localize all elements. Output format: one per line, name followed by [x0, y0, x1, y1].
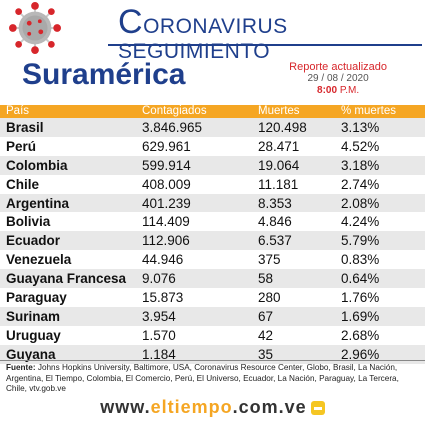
- cell-cases: 112.906: [142, 233, 190, 249]
- cell-cases: 1.184: [142, 346, 176, 362]
- cell-country: Bolivia: [6, 214, 51, 230]
- cell-deaths: 19.064: [258, 157, 300, 173]
- cell-cases: 401.239: [142, 195, 191, 211]
- report-info: Reporte actualizado 29 / 08 / 2020 8:00 …: [289, 61, 387, 97]
- cell-country: Guayana Francesa: [6, 271, 127, 287]
- table-row: Perú 629.961 28.471 4.52%: [0, 136, 425, 156]
- site-logo-icon: [310, 401, 325, 415]
- region-heading: Suramérica: [22, 58, 186, 91]
- cell-country: Venezuela: [6, 252, 72, 268]
- header: CORONAVIRUS SEGUIMIENTO: [0, 0, 425, 63]
- report-ampm: P.M.: [339, 85, 360, 96]
- cell-cases: 15.873: [142, 290, 184, 306]
- table-row: Chile 408.009 11.181 2.74%: [0, 174, 425, 194]
- cell-death-rate: 3.13%: [341, 120, 380, 135]
- report-date: 29 / 08 / 2020: [307, 73, 369, 84]
- cell-cases: 9.076: [142, 271, 176, 287]
- cell-death-rate: 1.76%: [341, 290, 380, 306]
- column-header-country: País: [6, 105, 30, 117]
- stats-table: País Contagiados Muertes % muertes Brasi…: [0, 105, 425, 364]
- table-row: Colombia 599.914 19.064 3.18%: [0, 155, 425, 175]
- site-url[interactable]: www.eltiempo.com.ve: [0, 397, 425, 418]
- cell-cases: 629.961: [142, 138, 191, 154]
- cell-cases: 3.954: [142, 308, 176, 324]
- cell-country: Colombia: [6, 157, 68, 173]
- cell-deaths: 11.181: [258, 176, 299, 192]
- report-time-line: 8:00 P.M.: [289, 85, 387, 97]
- page-title: CORONAVIRUS SEGUIMIENTO: [118, 4, 425, 64]
- source-note: Fuente: Johns Hopkins University, Baltim…: [0, 361, 425, 395]
- cell-death-rate: 0.83%: [341, 252, 380, 268]
- cell-cases: 3.846.965: [142, 120, 203, 135]
- site-prefix: www.: [100, 397, 151, 417]
- table-row: Ecuador 112.906 6.537 5.79%: [0, 231, 425, 251]
- cell-deaths: 120.498: [258, 120, 307, 135]
- cell-cases: 44.946: [142, 252, 184, 268]
- column-header-deaths: Muertes: [258, 105, 300, 117]
- cell-country: Ecuador: [6, 233, 61, 249]
- title-rest: ORONAVIRUS SEGUIMIENTO: [118, 15, 288, 63]
- site-brand: eltiempo: [150, 397, 233, 417]
- title-underline: [108, 44, 422, 46]
- table-row: Uruguay 1.570 42 2.68%: [0, 325, 425, 345]
- column-header-death-rate: % muertes: [341, 105, 396, 117]
- cell-deaths: 4.846: [258, 214, 292, 230]
- cell-deaths: 280: [258, 290, 281, 306]
- table-row: Brasil 3.846.965 120.498 3.13%: [0, 118, 425, 137]
- cell-deaths: 35: [258, 346, 274, 362]
- cell-deaths: 42: [258, 327, 274, 343]
- cell-death-rate: 4.52%: [341, 138, 380, 154]
- cell-country: Brasil: [6, 120, 44, 135]
- cell-cases: 1.570: [142, 327, 176, 343]
- report-label: Reporte actualizado: [289, 61, 387, 73]
- cell-deaths: 67: [258, 308, 274, 324]
- cell-deaths: 6.537: [258, 233, 292, 249]
- title-initial: C: [118, 3, 144, 41]
- site-suffix: .com.ve: [232, 397, 307, 417]
- cell-country: Guyana: [6, 346, 56, 362]
- column-header-cases: Contagiados: [142, 105, 207, 117]
- cell-death-rate: 2.96%: [341, 346, 380, 362]
- coronavirus-illustration-icon: [9, 2, 61, 54]
- cell-country: Surinam: [6, 308, 61, 324]
- cell-country: Argentina: [6, 195, 70, 211]
- table-row: Paraguay 15.873 280 1.76%: [0, 288, 425, 307]
- cell-cases: 599.914: [142, 157, 191, 173]
- cell-death-rate: 2.08%: [341, 195, 380, 211]
- cell-deaths: 58: [258, 271, 274, 287]
- table-row: Venezuela 44.946 375 0.83%: [0, 250, 425, 270]
- cell-cases: 408.009: [142, 176, 191, 192]
- cell-death-rate: 3.18%: [341, 157, 380, 173]
- cell-country: Uruguay: [6, 327, 61, 343]
- cell-deaths: 28.471: [258, 138, 300, 154]
- table-header: País Contagiados Muertes % muertes: [0, 105, 425, 118]
- cell-death-rate: 4.24%: [341, 214, 380, 230]
- report-time: 8:00: [317, 85, 338, 96]
- table-row: Surinam 3.954 67 1.69%: [0, 306, 425, 326]
- table-body: Brasil 3.846.965 120.498 3.13% Perú 629.961 28…: [0, 118, 425, 364]
- cell-death-rate: 1.69%: [341, 308, 380, 324]
- cell-death-rate: 0.64%: [341, 271, 380, 287]
- cell-deaths: 375: [258, 252, 281, 268]
- source-label: Fuente:: [6, 363, 36, 372]
- source-text: Johns Hopkins University, Baltimore, USA…: [6, 363, 399, 393]
- cell-country: Paraguay: [6, 290, 67, 306]
- table-row: Bolivia 114.409 4.846 4.24%: [0, 212, 425, 232]
- cell-country: Perú: [6, 138, 37, 154]
- cell-country: Chile: [6, 176, 40, 192]
- table-row: Guyana 1.184 35 2.96%: [0, 344, 425, 364]
- cell-death-rate: 2.74%: [341, 176, 380, 192]
- footer: Fuente: Johns Hopkins University, Baltim…: [0, 360, 425, 395]
- table-row: Guayana Francesa 9.076 58 0.64%: [0, 269, 425, 289]
- cell-cases: 114.409: [142, 214, 190, 230]
- table-row: Argentina 401.239 8.353 2.08%: [0, 193, 425, 213]
- cell-deaths: 8.353: [258, 195, 292, 211]
- cell-death-rate: 5.79%: [341, 233, 380, 249]
- cell-death-rate: 2.68%: [341, 327, 380, 343]
